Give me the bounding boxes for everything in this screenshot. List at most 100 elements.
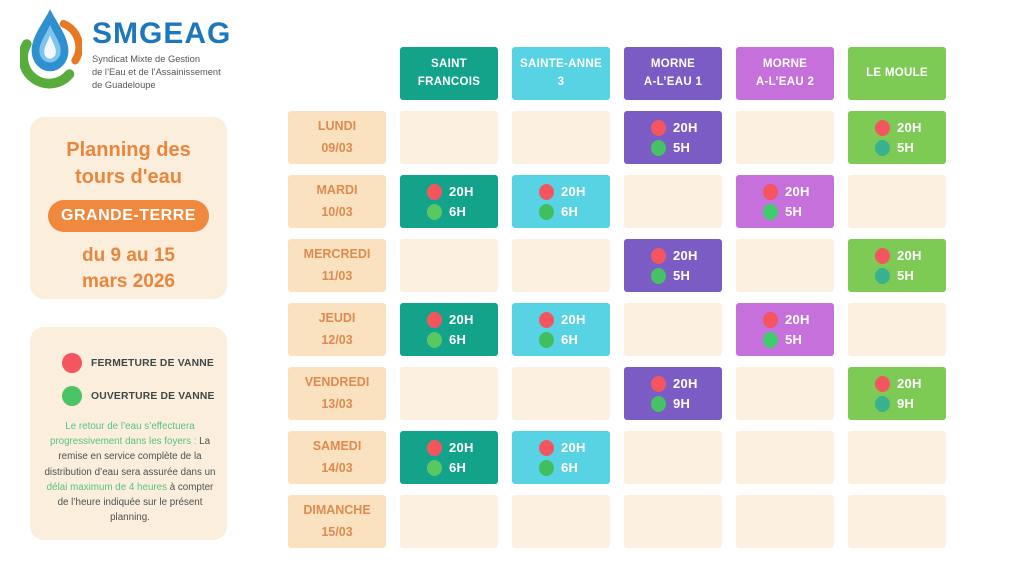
time-label: 20H [785,184,810,199]
date-range-line: mars 2026 [82,270,175,292]
time-label: 5H [785,204,803,219]
logo-tagline: Syndicat Mixte de Gestion de l’Eau et de… [92,53,231,92]
time-label: 20H [449,184,474,199]
schedule-cell-morne-a-leau-1-09-03: 20H 5H [624,111,722,164]
open-valve-dot [539,203,554,220]
logo-tagline-line: de Guadeloupe [92,80,156,91]
close-valve-dot [427,311,442,328]
time-label: 6H [449,460,467,475]
close-valve-dot [875,119,890,136]
empty-cell-morne-a-leau-2-14-03 [736,431,834,484]
empty-cell-le-moule-14-03 [848,431,946,484]
empty-cell-sainte-anne-3-15-03 [512,495,610,548]
column-header-line: SAINT [431,57,467,70]
day-date: 14/03 [321,460,353,475]
date-range: du 9 au 15 mars 2026 [82,243,175,294]
day-date: 15/03 [321,524,353,539]
valve-entry: 20H [539,183,610,200]
legend-label: FERMETURE DE VANNE [91,357,214,369]
poster-title-line: Planning des [66,139,191,161]
valve-entry: 5H [763,331,834,348]
open-valve-dot [651,139,666,156]
day-cell-mardi: MARDI 10/03 [288,175,386,228]
time-label: 20H [449,440,474,455]
time-label: 20H [561,184,586,199]
column-header-le-moule: LE MOULE [848,47,946,100]
schedule-cell-le-moule-11-03: 20H 5H [848,239,946,292]
empty-cell-morne-a-leau-1-12-03 [624,303,722,356]
time-label: 9H [673,396,691,411]
day-name: LUNDI [317,119,357,134]
time-label: 6H [561,460,579,475]
valve-entry: 20H [763,311,834,328]
logo-text: SMGEAG Syndicat Mixte de Gestion de l’Ea… [92,6,231,92]
schedule-cell-saint-francois-12-03: 20H 6H [400,303,498,356]
logo-tagline-line: de l’Eau et de l’Assainissement [92,67,221,78]
close-valve-dot [875,375,890,392]
time-label: 20H [449,312,474,327]
close-valve-dot [539,311,554,328]
empty-cell-saint-francois-15-03 [400,495,498,548]
time-label: 6H [449,332,467,347]
valve-entry: 5H [875,267,946,284]
poster-title: Planning des tours d'eau [66,137,190,191]
empty-cell-morne-a-leau-2-13-03 [736,367,834,420]
day-date: 09/03 [321,140,353,155]
day-cell-vendredi: VENDREDI 13/03 [288,367,386,420]
logo-wordmark: SMGEAG [92,17,232,50]
day-date: 12/03 [321,332,353,347]
open-valve-dot [62,386,82,406]
grid-corner [288,47,386,100]
empty-cell-morne-a-leau-1-10-03 [624,175,722,228]
valve-entry: 20H [875,375,946,392]
valve-entry: 20H [539,439,610,456]
open-valve-dot [539,331,554,348]
time-label: 5H [785,332,803,347]
time-label: 20H [673,248,698,263]
day-name: MARDI [316,183,358,198]
open-valve-dot [427,331,442,348]
column-header-line: MORNE [762,57,808,70]
valve-entry: 5H [651,267,722,284]
schedule-cell-sainte-anne-3-10-03: 20H 6H [512,175,610,228]
schedule-cell-morne-a-leau-2-12-03: 20H 5H [736,303,834,356]
close-valve-dot [651,375,666,392]
empty-cell-morne-a-leau-1-14-03 [624,431,722,484]
day-name: JEUDI [318,311,356,326]
open-valve-dot [427,459,442,476]
open-valve-dot [763,331,778,348]
valve-entry: 20H [651,375,722,392]
close-valve-dot [763,183,778,200]
valve-entry: 5H [651,139,722,156]
day-date: 13/03 [321,396,353,411]
valve-entry: 6H [427,331,498,348]
time-label: 20H [561,440,586,455]
legend-panel: FERMETURE DE VANNE OUVERTURE DE VANNE Le… [30,327,227,540]
column-header-line: MORNE [650,57,696,70]
open-valve-dot [651,267,666,284]
close-valve-dot [427,439,442,456]
legend-note: Le retour de l’eau s’effectuera progress… [42,419,218,525]
valve-entry: 20H [427,183,498,200]
valve-entry: 20H [539,311,610,328]
date-range-line: du 9 au 15 [82,245,175,266]
valve-entry: 9H [875,395,946,412]
note-text: La remise en service complète de la dist… [44,436,216,478]
logo-tagline-line: Syndicat Mixte de Gestion [92,54,200,64]
open-valve-dot [875,139,890,156]
valve-entry: 20H [427,439,498,456]
schedule-cell-sainte-anne-3-14-03: 20H 6H [512,431,610,484]
day-name: SAMEDI [312,439,362,454]
column-header-line: A-L’EAU 1 [643,75,703,88]
empty-cell-morne-a-leau-2-15-03 [736,495,834,548]
smgeag-logo: SMGEAG Syndicat Mixte de Gestion de l’Ea… [20,6,231,92]
time-label: 6H [561,204,579,219]
column-header-line: 3 [557,75,565,88]
empty-cell-saint-francois-11-03 [400,239,498,292]
empty-cell-morne-a-leau-2-11-03 [736,239,834,292]
schedule-cell-sainte-anne-3-12-03: 20H 6H [512,303,610,356]
time-label: 5H [673,140,691,155]
close-valve-dot [651,119,666,136]
empty-cell-morne-a-leau-1-15-03 [624,495,722,548]
